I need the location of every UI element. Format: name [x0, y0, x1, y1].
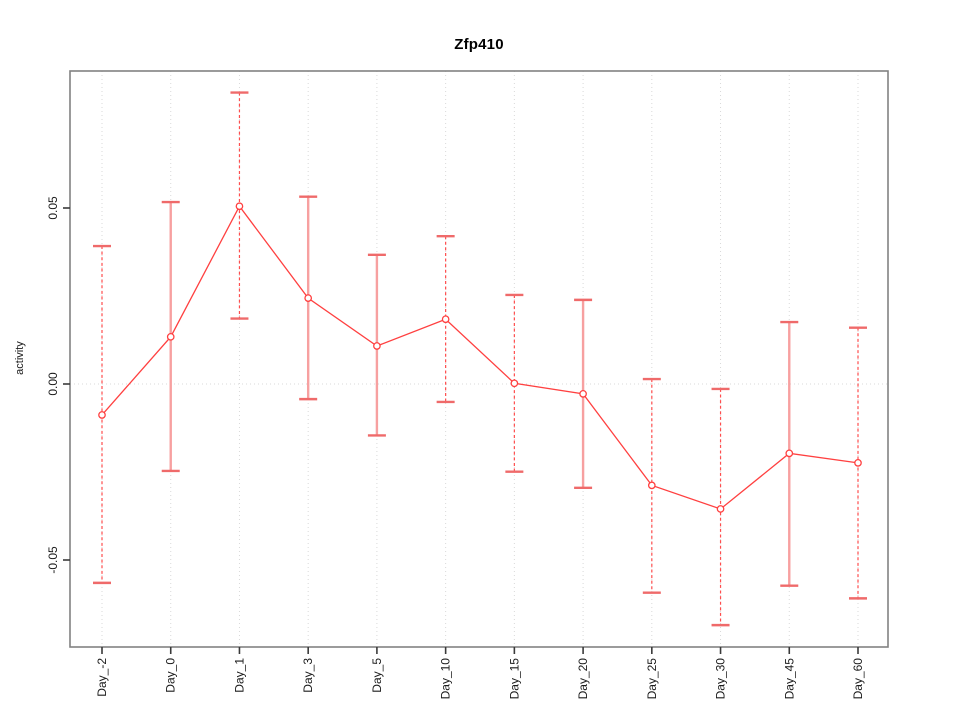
x-tick-label: Day_15 — [507, 658, 521, 700]
data-point-marker — [166, 332, 175, 341]
x-tick-label: Day_45 — [782, 658, 796, 700]
data-point-marker — [579, 390, 587, 398]
plot-frame — [69, 70, 889, 648]
data-point-marker — [373, 342, 381, 350]
x-tick-label: Day_10 — [439, 658, 453, 700]
y-tick-label: -0.05 — [46, 546, 60, 574]
x-tick-label: Day_-2 — [95, 658, 109, 697]
data-point-marker — [235, 202, 244, 211]
data-point-marker — [510, 379, 519, 388]
data-point-marker — [854, 458, 862, 467]
x-tick-label: Day_1 — [232, 658, 246, 693]
data-line — [101, 205, 859, 510]
data-point-marker — [647, 481, 656, 490]
x-tick-label: Day_0 — [164, 658, 178, 693]
data-point-marker — [98, 411, 106, 419]
data-point-marker — [716, 505, 725, 513]
chart-title: Zfp410 — [454, 36, 504, 53]
x-tick-label: Day_3 — [301, 658, 315, 693]
x-tick-label: Day_60 — [851, 658, 865, 700]
x-tick-label: Day_20 — [576, 658, 590, 700]
x-tick-label: Day_5 — [370, 658, 384, 693]
y-tick-label: 0.05 — [46, 196, 60, 220]
y-tick-label: 0.00 — [46, 372, 60, 396]
data-point-marker — [785, 449, 794, 458]
data-point-marker — [441, 315, 450, 324]
x-tick-label: Day_25 — [645, 658, 659, 700]
x-tick-label: Day_30 — [714, 658, 728, 700]
data-point-marker — [304, 294, 313, 302]
